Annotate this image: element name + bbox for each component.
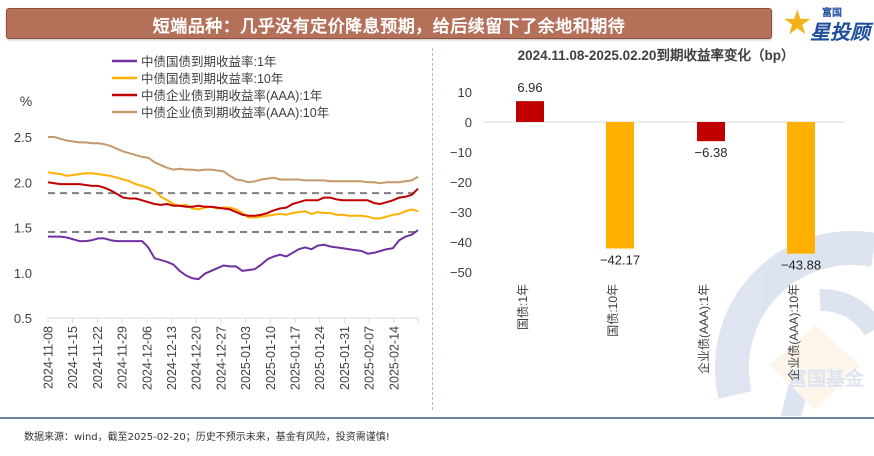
- bar-y-tick-label: −50: [450, 265, 472, 280]
- x-tick-label: 2024-12-13: [165, 326, 179, 390]
- x-tick-label: 2024-12-27: [214, 326, 228, 390]
- x-tick-label: 2024-12-06: [140, 326, 154, 390]
- x-tick-label: 2024-11-29: [116, 326, 130, 389]
- bar-y-axis-ticks: 10 0 −10 −20 −30 −40 −50: [450, 85, 472, 280]
- logo-brand-big: 星投顾: [810, 22, 870, 44]
- bar-category-label: 企业债(AAA):1年: [696, 284, 711, 374]
- bar-y-tick-label: −40: [450, 235, 472, 250]
- y-axis-ticks: 2.5 2.0 1.5 1.0 0.5: [14, 130, 32, 326]
- panel-divider: [432, 48, 433, 410]
- x-tick-label: 2024-11-15: [66, 326, 80, 389]
- bar-y-tick-label: −30: [450, 205, 472, 220]
- series-line-3: [48, 136, 419, 185]
- x-tick-label: 2025-01-17: [289, 326, 303, 390]
- x-tick-label: 2024-11-22: [91, 326, 105, 389]
- footer-divider: [0, 417, 874, 419]
- x-tick-label: 2025-01-03: [239, 326, 253, 390]
- y-tick-label: 1.0: [14, 266, 32, 281]
- bar-2: [697, 122, 725, 142]
- series-line-2: [47, 181, 419, 217]
- bar-y-tick-label: 0: [465, 115, 472, 130]
- x-tick-label: 2025-02-07: [363, 326, 377, 390]
- bar-data-labels: 6.96 −42.17 −6.38 −43.88: [517, 80, 821, 273]
- bar-data-label: 6.96: [517, 80, 542, 95]
- bar-0: [516, 101, 544, 122]
- bar-y-tick-label: 10: [458, 85, 472, 100]
- bar-y-tick-label: −20: [450, 175, 472, 190]
- bars: [516, 101, 815, 254]
- legend-label-3: 中债企业债到期收益率(AAA):10年: [141, 105, 329, 120]
- brand-logo: ★ 富国 星投顾: [782, 2, 870, 44]
- bar-category-label: 企业债(AAA):10年: [786, 284, 801, 381]
- y-axis-unit-label: %: [20, 93, 32, 109]
- bar-category-label: 国债:10年: [606, 284, 620, 337]
- y-tick-label: 1.5: [14, 221, 32, 236]
- x-tick-label: 2024-11-08: [42, 326, 56, 389]
- series-line-1: [47, 171, 419, 220]
- legend-label-2: 中债企业债到期收益率(AAA):1年: [141, 88, 322, 103]
- bar-1: [606, 122, 634, 249]
- watermark-logo: 富国基金: [714, 231, 874, 416]
- x-axis: [47, 317, 419, 323]
- series-lines: [47, 136, 419, 281]
- bar-data-label: −43.88: [781, 258, 821, 273]
- series-line-0: [48, 229, 419, 281]
- x-tick-label: 2025-01-10: [264, 326, 278, 390]
- reference-lines: [48, 192, 418, 234]
- x-tick-label: 2025-01-24: [313, 326, 327, 390]
- x-axis-tick-labels: 2024-11-08 2024-11-15 2024-11-22 2024-11-29…: [42, 326, 402, 390]
- watermark-text: 富国基金: [788, 367, 865, 390]
- x-tick-label: 2025-02-14: [387, 326, 401, 390]
- bar-3: [787, 122, 815, 254]
- bar-category-label: 国债:1年: [516, 284, 530, 330]
- bar-category-labels: 国债:1年 国债:10年 企业债(AAA):1年 企业债(AAA):10年: [516, 284, 801, 381]
- title-banner: 短端品种：几乎没有定价降息预期，给后续留下了余地和期待: [6, 8, 772, 39]
- star-icon: ★: [782, 4, 813, 42]
- page-title: 短端品种：几乎没有定价降息预期，给后续留下了余地和期待: [152, 17, 626, 37]
- line-chart-legend: 中债国债到期收益率:1年中债国债到期收益率:10年中债企业债到期收益率(AAA)…: [112, 54, 329, 120]
- yield-change-bar-chart: 富国基金 2024.11.08-2025.02.20到期收益率变化（bp） 10…: [450, 47, 874, 416]
- legend-label-0: 中债国债到期收益率:1年: [141, 54, 276, 69]
- x-tick-label: 2024-12-20: [190, 326, 204, 390]
- bar-y-tick-label: −10: [450, 145, 472, 160]
- yield-line-chart: 中债国债到期收益率:1年中债国债到期收益率:10年中债企业债到期收益率(AAA)…: [14, 54, 419, 390]
- logo-brand-small: 富国: [822, 8, 842, 19]
- y-tick-label: 2.5: [14, 130, 32, 145]
- bar-chart-title: 2024.11.08-2025.02.20到期收益率变化（bp）: [518, 47, 795, 63]
- bar-data-label: −42.17: [600, 253, 640, 268]
- bar-data-label: −6.38: [695, 145, 728, 160]
- y-tick-label: 2.0: [14, 175, 32, 190]
- y-tick-label: 0.5: [14, 311, 32, 326]
- x-tick-label: 2025-01-31: [338, 326, 352, 390]
- data-source-note: 数据来源：wind，截至2025-02-20；历史不预示未来，基金有风险，投资需…: [24, 432, 390, 443]
- legend-label-1: 中债国债到期收益率:10年: [141, 71, 283, 86]
